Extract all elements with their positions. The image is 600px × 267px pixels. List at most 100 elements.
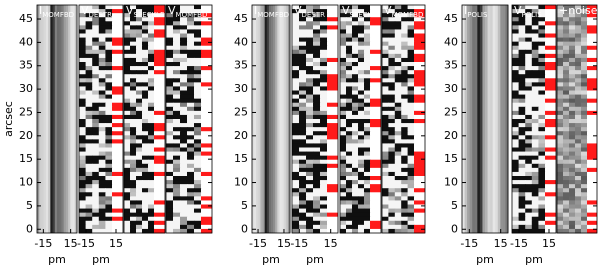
polarization-cell bbox=[124, 171, 131, 177]
polarization-cell bbox=[518, 90, 526, 96]
panel-title: VMOMFBD bbox=[168, 4, 207, 19]
polarization-cell bbox=[142, 5, 149, 10]
polarization-cell bbox=[364, 147, 371, 153]
polarization-cell bbox=[130, 90, 137, 96]
intensity-stripe bbox=[275, 5, 278, 233]
polarization-cell bbox=[320, 163, 328, 169]
polarization-cell bbox=[142, 45, 149, 51]
polarization-cell bbox=[180, 147, 188, 153]
polarization-cell bbox=[538, 184, 546, 189]
polarization-cell bbox=[512, 37, 520, 43]
polarization-cell bbox=[340, 216, 347, 222]
polarization-cell bbox=[364, 208, 371, 214]
mask-cell bbox=[414, 94, 425, 100]
polarization-cell bbox=[407, 127, 415, 132]
polarization-cell bbox=[538, 228, 546, 234]
polarization-cell bbox=[180, 204, 188, 210]
polarization-cell bbox=[346, 224, 353, 230]
polarization-cell bbox=[569, 25, 576, 30]
polarization-cell bbox=[299, 17, 307, 22]
polarization-cell bbox=[394, 192, 402, 197]
polarization-cell bbox=[531, 110, 539, 116]
polarization-cell bbox=[557, 135, 564, 140]
polarization-cell bbox=[525, 102, 533, 108]
polarization-cell bbox=[512, 17, 520, 22]
polarization-cell bbox=[557, 220, 564, 226]
polarization-cell bbox=[166, 114, 174, 120]
polarization-cell bbox=[394, 139, 402, 144]
polarization-cell bbox=[346, 147, 353, 153]
polarization-cell bbox=[105, 29, 113, 34]
polarization-cell bbox=[512, 184, 520, 189]
polarization-cell bbox=[98, 131, 106, 136]
mask-cell bbox=[587, 90, 597, 96]
polarization-cell bbox=[105, 123, 113, 128]
polarization-cell bbox=[569, 41, 576, 47]
polarization-cell bbox=[136, 216, 143, 222]
mask-cell bbox=[327, 143, 338, 148]
polarization-cell bbox=[187, 90, 195, 96]
polarization-cell bbox=[136, 143, 143, 148]
polarization-cell bbox=[148, 176, 155, 181]
polarization-cell bbox=[518, 159, 526, 165]
polarization-cell bbox=[173, 114, 181, 120]
polarization-cell bbox=[166, 220, 174, 226]
polarization-cell bbox=[148, 204, 155, 210]
polarization-cell bbox=[358, 90, 365, 96]
polarization-cell bbox=[518, 163, 526, 169]
polarization-cell bbox=[525, 110, 533, 116]
polarization-cell bbox=[320, 17, 328, 22]
polarization-cell bbox=[105, 98, 113, 104]
polarization-cell bbox=[382, 53, 389, 59]
polarization-cell bbox=[569, 78, 576, 83]
polarization-cell bbox=[148, 208, 155, 214]
polarization-cell bbox=[407, 147, 415, 153]
mask-cell bbox=[545, 224, 556, 230]
polarization-cell bbox=[173, 41, 181, 47]
polarization-cell bbox=[563, 62, 570, 67]
polarization-cell bbox=[136, 188, 143, 193]
polarization-cell bbox=[292, 9, 300, 14]
polarization-cell bbox=[187, 78, 195, 83]
y-tick-label: 45 bbox=[234, 12, 248, 25]
mask-cell bbox=[154, 180, 165, 185]
mask-cell bbox=[587, 204, 597, 210]
polarization-cell bbox=[518, 9, 526, 14]
polarization-cell bbox=[557, 155, 564, 161]
polarization-cell bbox=[563, 110, 570, 116]
mask-cell bbox=[414, 147, 425, 153]
polarization-cell bbox=[299, 9, 307, 14]
polarization-cell bbox=[346, 139, 353, 144]
polarization-cell bbox=[364, 25, 371, 30]
polarization-cell bbox=[92, 123, 100, 128]
polarization-cell bbox=[538, 224, 546, 230]
polarization-cell bbox=[525, 220, 533, 226]
polarization-cell bbox=[148, 216, 155, 222]
polarization-cell bbox=[407, 57, 415, 63]
polarization-cell bbox=[340, 184, 347, 189]
polarization-cell bbox=[340, 37, 347, 43]
polarization-cell bbox=[173, 5, 181, 10]
polarization-cell bbox=[320, 143, 328, 148]
polarization-cell bbox=[557, 94, 564, 100]
mask-cell bbox=[414, 110, 425, 116]
polarization-cell bbox=[142, 184, 149, 189]
polarization-cell bbox=[512, 57, 520, 63]
polarization-cell bbox=[166, 180, 174, 185]
polarization-cell bbox=[136, 110, 143, 116]
panel-frame bbox=[123, 4, 166, 234]
polarization-cell bbox=[407, 86, 415, 91]
polarization-cell bbox=[142, 176, 149, 181]
polarization-cell bbox=[313, 5, 321, 10]
polarization-cell bbox=[538, 180, 546, 185]
polarization-cell bbox=[401, 127, 409, 132]
polarization-cell bbox=[538, 82, 546, 87]
mask-cell bbox=[370, 29, 381, 34]
polarization-cell bbox=[148, 90, 155, 96]
polarization-cell bbox=[313, 131, 321, 136]
polarization-cell bbox=[306, 188, 314, 193]
polarization-cell bbox=[382, 13, 389, 18]
polarization-cell bbox=[299, 66, 307, 71]
polarization-cell bbox=[407, 29, 415, 34]
polarization-cell bbox=[292, 208, 300, 214]
